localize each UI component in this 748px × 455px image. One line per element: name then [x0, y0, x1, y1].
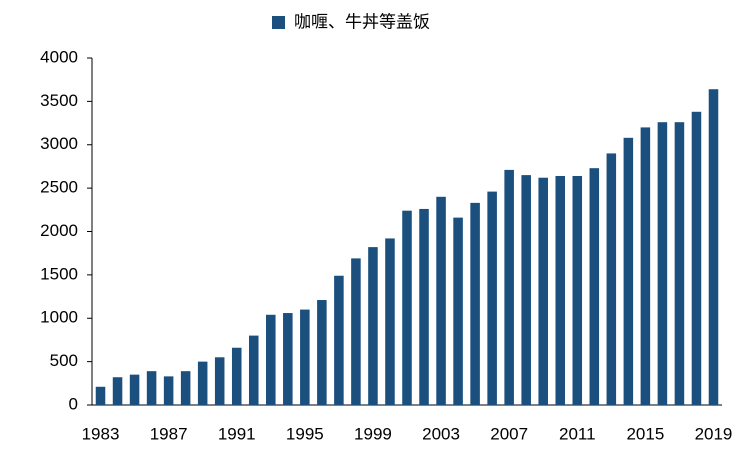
x-tick-label: 1991 — [218, 424, 256, 443]
y-tick-label: 3000 — [40, 134, 78, 153]
y-tick-label: 1500 — [40, 264, 78, 283]
y-tick-label: 500 — [50, 351, 78, 370]
bar — [487, 191, 497, 405]
bar — [180, 371, 191, 405]
legend-label: 咖喱、牛丼等盖饭 — [294, 12, 430, 31]
x-tick-label: 2007 — [490, 424, 528, 443]
bar — [95, 386, 106, 405]
bar — [146, 371, 157, 405]
bar — [112, 377, 123, 405]
bar — [674, 122, 685, 405]
bar — [317, 300, 327, 405]
x-tick-label: 1999 — [354, 424, 392, 443]
bar — [419, 208, 429, 405]
x-tick-label: 1987 — [150, 424, 188, 443]
bar — [572, 175, 583, 405]
bar — [368, 247, 378, 405]
bar — [504, 169, 514, 405]
y-tick-label: 3500 — [40, 91, 78, 110]
bar — [402, 210, 412, 405]
bar — [691, 111, 702, 405]
bar — [283, 313, 293, 405]
bar — [129, 374, 140, 405]
y-tick-label: 4000 — [40, 47, 78, 66]
bar — [640, 127, 651, 406]
bar — [385, 238, 395, 405]
y-tick-label: 1000 — [40, 308, 78, 327]
bar — [214, 357, 225, 405]
bar — [453, 217, 463, 405]
bar — [197, 361, 208, 405]
y-tick-label: 2500 — [40, 178, 78, 197]
bar — [231, 347, 242, 405]
x-tick-label: 2011 — [559, 424, 596, 443]
bar — [266, 314, 276, 405]
y-tick-label: 0 — [69, 394, 78, 413]
bar — [163, 376, 174, 405]
x-tick-label: 2019 — [695, 424, 733, 443]
bar — [470, 202, 480, 405]
x-tick-label: 1983 — [82, 424, 120, 443]
bar — [538, 177, 548, 405]
bar — [351, 258, 361, 405]
bar — [521, 175, 531, 405]
x-tick-label: 1995 — [286, 424, 324, 443]
bar — [708, 89, 719, 405]
x-tick-label: 2015 — [626, 424, 664, 443]
y-tick-label: 2000 — [40, 221, 78, 240]
bar — [589, 168, 600, 405]
bar — [623, 137, 634, 405]
bar — [555, 175, 566, 405]
bar — [657, 122, 668, 405]
bar — [334, 275, 344, 405]
legend-swatch — [272, 16, 285, 29]
bar — [248, 335, 259, 405]
x-tick-label: 2003 — [422, 424, 460, 443]
bar — [300, 309, 310, 405]
bar — [606, 153, 617, 405]
bar — [436, 196, 446, 405]
